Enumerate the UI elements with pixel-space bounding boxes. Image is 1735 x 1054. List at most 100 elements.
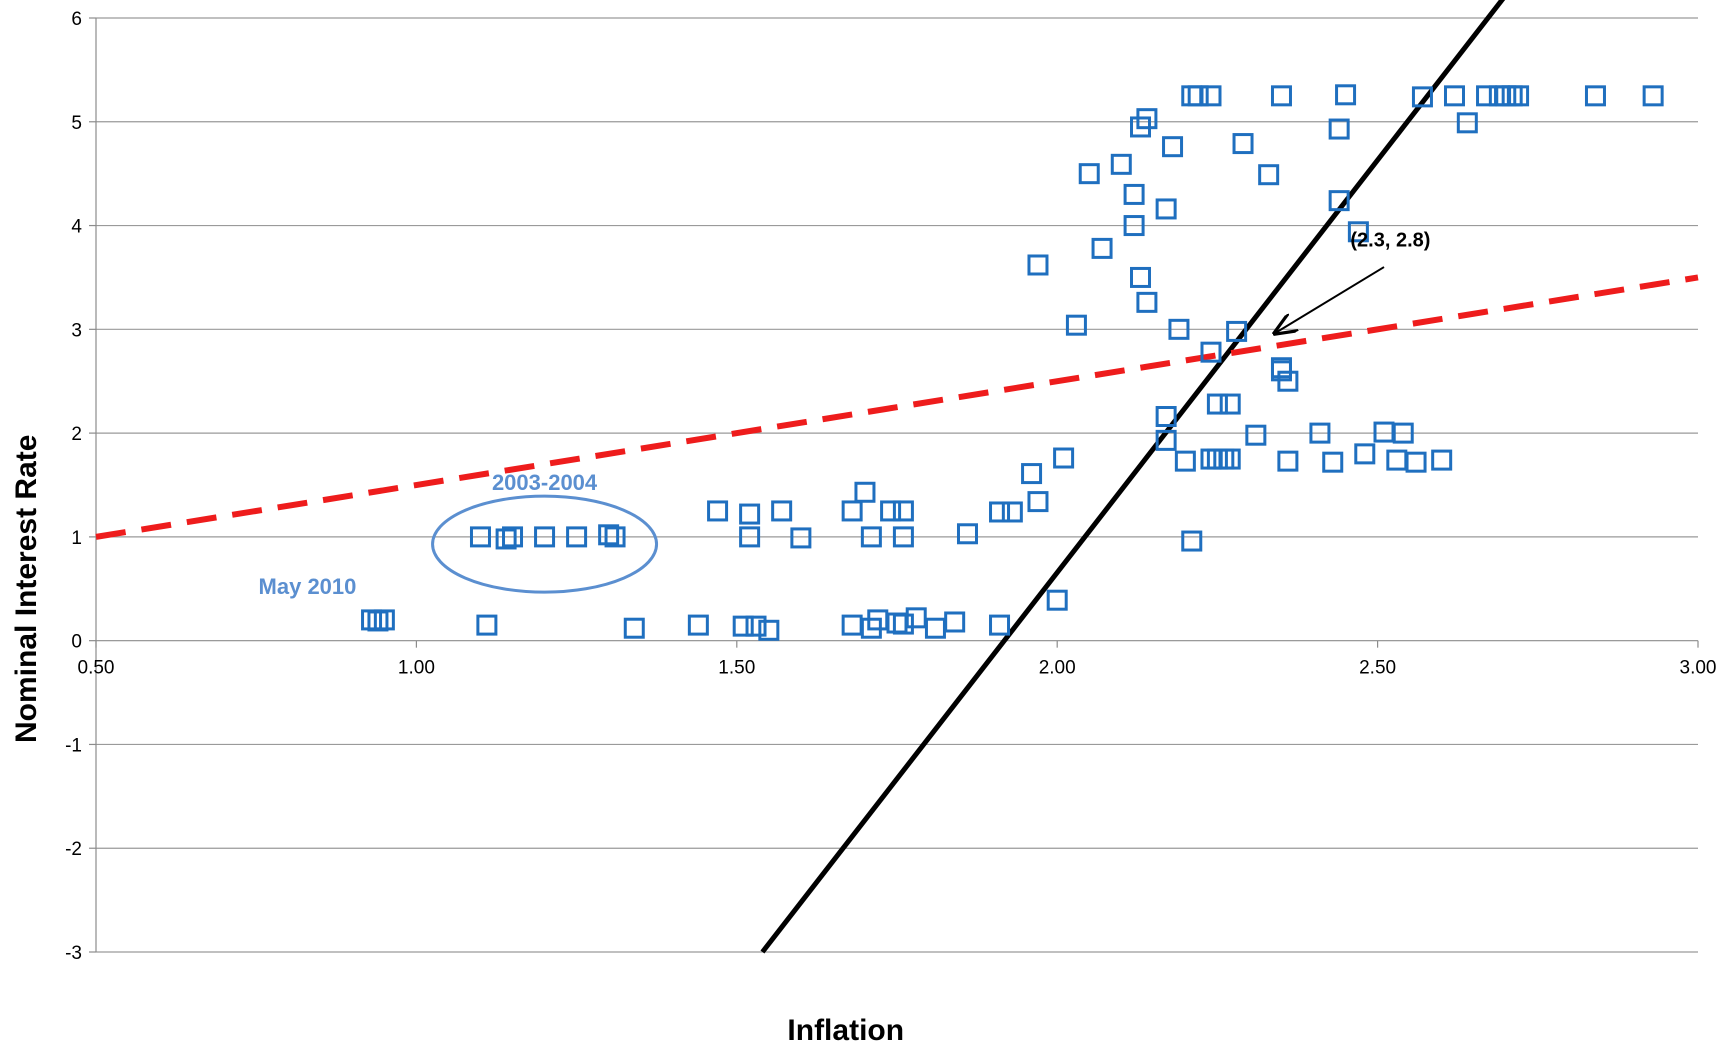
y-tick-label: 3 bbox=[71, 320, 82, 341]
data-point bbox=[1386, 449, 1408, 471]
grid-lines bbox=[89, 17, 1699, 953]
data-point bbox=[502, 526, 524, 548]
data-point bbox=[1001, 501, 1023, 523]
data-point bbox=[534, 526, 556, 548]
data-point bbox=[1501, 85, 1523, 107]
data-point bbox=[604, 526, 626, 548]
data-point bbox=[476, 614, 498, 636]
group-ellipse bbox=[431, 494, 659, 594]
data-points bbox=[361, 84, 1664, 641]
data-point bbox=[367, 610, 389, 632]
data-point bbox=[361, 609, 383, 631]
data-point bbox=[1027, 491, 1049, 513]
data-point bbox=[1136, 108, 1158, 130]
y-tick-label: 4 bbox=[71, 217, 82, 238]
data-point bbox=[892, 613, 914, 635]
data-point bbox=[1155, 406, 1177, 428]
data-point bbox=[739, 526, 761, 548]
data-point bbox=[1347, 221, 1369, 243]
data-point bbox=[1642, 85, 1664, 107]
data-point bbox=[892, 500, 914, 522]
data-point bbox=[687, 614, 709, 636]
data-point bbox=[1495, 85, 1517, 107]
data-point bbox=[1200, 85, 1222, 107]
data-point bbox=[886, 612, 908, 634]
data-point bbox=[739, 503, 761, 525]
data-point bbox=[758, 619, 780, 641]
data-point bbox=[1392, 422, 1414, 444]
data-point bbox=[924, 617, 946, 639]
data-point bbox=[1200, 448, 1222, 470]
data-point bbox=[1078, 163, 1100, 185]
data-point bbox=[989, 501, 1011, 523]
data-point bbox=[1155, 429, 1177, 451]
data-point bbox=[1309, 422, 1331, 444]
y-axis-title: Nominal Interest Rate bbox=[10, 435, 43, 743]
y-tick-labels: -3 -2 -1 0 1 2 3 4 5 6 bbox=[65, 9, 82, 964]
data-point bbox=[1322, 451, 1344, 473]
x-tick-label: 3.00 bbox=[1680, 658, 1717, 679]
data-point bbox=[1123, 215, 1145, 237]
data-point bbox=[860, 526, 882, 548]
data-point bbox=[1277, 450, 1299, 472]
x-tick-label: 0.50 bbox=[78, 658, 115, 679]
data-point bbox=[1373, 421, 1395, 443]
data-point bbox=[1258, 164, 1280, 186]
y-tick-label: -3 bbox=[65, 943, 82, 964]
data-point bbox=[841, 500, 863, 522]
data-point bbox=[1354, 443, 1376, 465]
data-point bbox=[1206, 448, 1228, 470]
data-point bbox=[1232, 133, 1254, 155]
data-point bbox=[1181, 530, 1203, 552]
x-tick-label: 1.00 bbox=[398, 658, 435, 679]
data-point bbox=[1488, 85, 1510, 107]
data-point bbox=[854, 481, 876, 503]
data-point bbox=[598, 524, 620, 546]
data-point bbox=[495, 528, 517, 550]
data-point bbox=[1053, 447, 1075, 469]
data-point bbox=[1508, 85, 1530, 107]
trend-lines bbox=[95, 0, 1699, 954]
y-tick-label: 5 bbox=[71, 113, 82, 134]
x-tick-label: 2.50 bbox=[1359, 658, 1396, 679]
data-point bbox=[1226, 320, 1248, 342]
data-point bbox=[1328, 118, 1350, 140]
annotation-arrow bbox=[1275, 266, 1385, 333]
data-point bbox=[905, 607, 927, 629]
data-point bbox=[732, 615, 754, 637]
data-point bbox=[1155, 198, 1177, 220]
data-point bbox=[1181, 85, 1203, 107]
data-point bbox=[1476, 85, 1498, 107]
data-point bbox=[1200, 341, 1222, 363]
data-point bbox=[1456, 112, 1478, 134]
solid-trend-line bbox=[760, 0, 1506, 954]
data-point bbox=[1219, 393, 1241, 415]
data-point bbox=[771, 500, 793, 522]
data-point bbox=[1443, 85, 1465, 107]
data-point bbox=[1277, 370, 1299, 392]
x-tick-label: 1.50 bbox=[718, 658, 755, 679]
data-point bbox=[1065, 314, 1087, 336]
data-point bbox=[790, 527, 812, 549]
data-point bbox=[1335, 84, 1357, 106]
y-tick-label: -2 bbox=[65, 839, 82, 860]
data-point bbox=[1213, 448, 1235, 470]
data-point bbox=[1162, 136, 1184, 158]
data-point bbox=[566, 526, 588, 548]
x-tick-label: 2.00 bbox=[1039, 658, 1076, 679]
data-point bbox=[989, 614, 1011, 636]
data-point bbox=[1123, 183, 1145, 205]
data-point bbox=[841, 614, 863, 636]
data-point bbox=[1431, 449, 1453, 471]
group-label: 2003-2004 bbox=[492, 470, 598, 495]
data-point bbox=[944, 611, 966, 633]
data-point bbox=[1174, 450, 1196, 472]
data-point bbox=[1168, 318, 1190, 340]
data-point bbox=[1136, 291, 1158, 313]
data-point bbox=[1328, 190, 1350, 212]
y-tick-label: 1 bbox=[71, 528, 82, 549]
data-point bbox=[1584, 85, 1606, 107]
data-point bbox=[1130, 266, 1152, 288]
data-point bbox=[469, 526, 491, 548]
